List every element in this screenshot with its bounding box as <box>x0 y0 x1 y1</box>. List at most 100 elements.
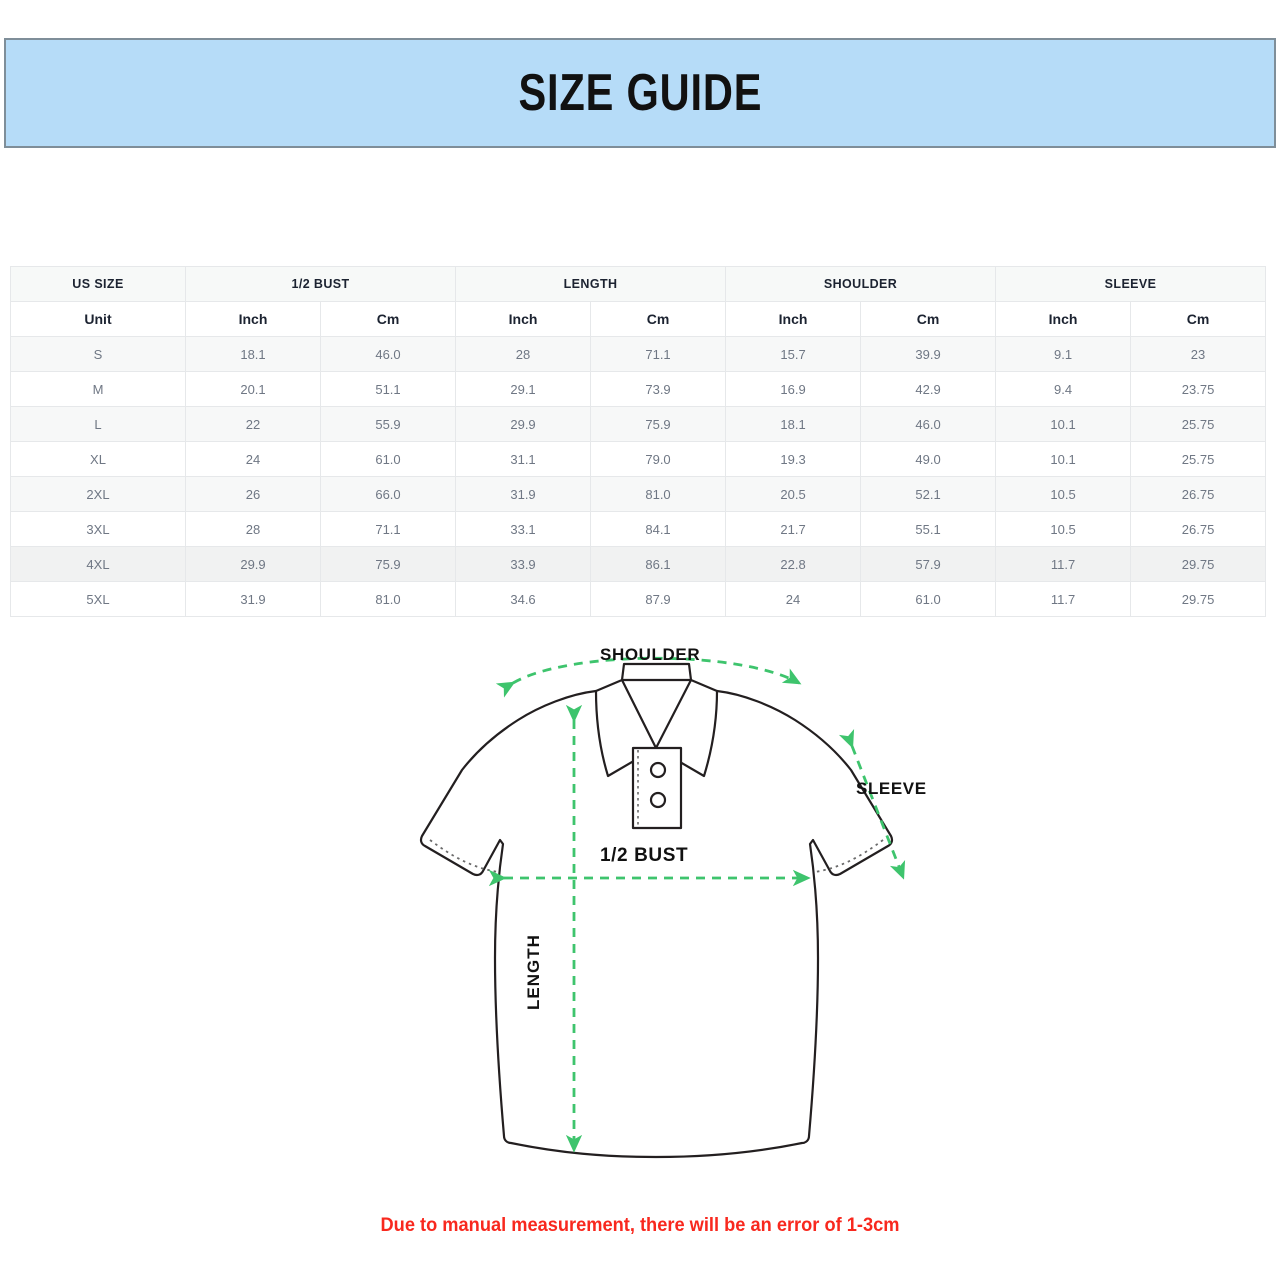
column-group-bust: 1/2 BUST <box>184 266 457 302</box>
cell-size: M <box>10 371 186 407</box>
cell-bust-cm: 46.0 <box>319 336 457 372</box>
size-table-container: US SIZE 1/2 BUST LENGTH SHOULDER SLEEVE … <box>10 266 1267 617</box>
cell-sleeve-inch: 9.4 <box>995 371 1132 407</box>
table-row: L 22 55.9 29.9 75.9 18.1 46.0 10.1 25.75 <box>10 406 1267 442</box>
cell-bust-cm: 81.0 <box>319 581 457 617</box>
polo-shirt-diagram <box>400 628 920 1208</box>
cell-bust-cm: 71.1 <box>319 511 457 547</box>
cell-length-cm: 86.1 <box>590 546 727 582</box>
table-body: S 18.1 46.0 28 71.1 15.7 39.9 9.1 23 M 20.1 51.1 29.… <box>10 336 1267 617</box>
unit-label: Unit <box>10 301 186 337</box>
unit-length-cm: Cm <box>590 301 727 337</box>
cell-bust-inch: 28 <box>185 511 321 547</box>
cell-sleeve-cm: 26.75 <box>1130 511 1267 547</box>
table-row: S 18.1 46.0 28 71.1 15.7 39.9 9.1 23 <box>10 336 1267 372</box>
cell-size: XL <box>10 441 186 477</box>
table-group-header-row: US SIZE 1/2 BUST LENGTH SHOULDER SLEEVE <box>10 266 1267 302</box>
unit-sleeve-cm: Cm <box>1130 301 1267 337</box>
cell-length-inch: 29.1 <box>455 371 592 407</box>
unit-sleeve-inch: Inch <box>995 301 1132 337</box>
cell-sleeve-cm: 25.75 <box>1130 441 1267 477</box>
cell-sleeve-cm: 29.75 <box>1130 546 1267 582</box>
cell-size: 2XL <box>10 476 186 512</box>
diagram-label-length: LENGTH <box>524 934 543 1010</box>
cell-bust-cm: 61.0 <box>319 441 457 477</box>
cell-sleeve-inch: 10.5 <box>995 511 1132 547</box>
cell-bust-inch: 22 <box>185 406 321 442</box>
cell-bust-inch: 18.1 <box>185 336 321 372</box>
cell-bust-cm: 75.9 <box>319 546 457 582</box>
cell-length-cm: 84.1 <box>590 511 727 547</box>
table-row: M 20.1 51.1 29.1 73.9 16.9 42.9 9.4 23.75 <box>10 371 1267 407</box>
cell-shoulder-cm: 42.9 <box>860 371 997 407</box>
column-group-shoulder: SHOULDER <box>725 266 997 302</box>
cell-length-inch: 28 <box>455 336 592 372</box>
cell-sleeve-cm: 26.75 <box>1130 476 1267 512</box>
cell-sleeve-cm: 29.75 <box>1130 581 1267 617</box>
unit-bust-cm: Cm <box>319 301 457 337</box>
cell-bust-inch: 24 <box>185 441 321 477</box>
cell-length-inch: 33.9 <box>455 546 592 582</box>
column-group-us-size: US SIZE <box>10 266 186 302</box>
cell-length-inch: 34.6 <box>455 581 592 617</box>
table-row: XL 24 61.0 31.1 79.0 19.3 49.0 10.1 25.75 <box>10 441 1267 477</box>
cell-length-cm: 79.0 <box>590 441 727 477</box>
cell-bust-cm: 51.1 <box>319 371 457 407</box>
cell-size: S <box>10 336 186 372</box>
cell-length-cm: 87.9 <box>590 581 727 617</box>
cell-size: L <box>10 406 186 442</box>
cell-sleeve-inch: 10.1 <box>995 406 1132 442</box>
cell-sleeve-inch: 10.5 <box>995 476 1132 512</box>
page-title: SIZE GUIDE <box>518 64 762 122</box>
cell-shoulder-inch: 21.7 <box>725 511 862 547</box>
cell-size: 4XL <box>10 546 186 582</box>
cell-bust-inch: 26 <box>185 476 321 512</box>
cell-sleeve-cm: 23 <box>1130 336 1267 372</box>
cell-shoulder-inch: 16.9 <box>725 371 862 407</box>
cell-shoulder-cm: 52.1 <box>860 476 997 512</box>
cell-shoulder-cm: 46.0 <box>860 406 997 442</box>
cell-shoulder-cm: 39.9 <box>860 336 997 372</box>
cell-length-inch: 31.1 <box>455 441 592 477</box>
table-row: 4XL 29.9 75.9 33.9 86.1 22.8 57.9 11.7 29.75 <box>10 546 1267 582</box>
measurement-disclaimer: Due to manual measurement, there will be… <box>380 1215 900 1236</box>
cell-sleeve-inch: 9.1 <box>995 336 1132 372</box>
table-head: US SIZE 1/2 BUST LENGTH SHOULDER SLEEVE … <box>10 266 1267 337</box>
unit-shoulder-inch: Inch <box>725 301 862 337</box>
cell-sleeve-cm: 23.75 <box>1130 371 1267 407</box>
cell-shoulder-inch: 22.8 <box>725 546 862 582</box>
cell-shoulder-cm: 49.0 <box>860 441 997 477</box>
cell-bust-cm: 55.9 <box>319 406 457 442</box>
cell-shoulder-inch: 15.7 <box>725 336 862 372</box>
cell-length-cm: 75.9 <box>590 406 727 442</box>
diagram-label-shoulder: SHOULDER <box>600 645 701 664</box>
diagram-label-sleeve: SLEEVE <box>856 779 927 798</box>
cell-length-inch: 33.1 <box>455 511 592 547</box>
table-unit-header-row: Unit Inch Cm Inch Cm Inch Cm Inch Cm <box>10 301 1267 337</box>
cell-sleeve-inch: 11.7 <box>995 581 1132 617</box>
cell-shoulder-inch: 19.3 <box>725 441 862 477</box>
cell-length-inch: 31.9 <box>455 476 592 512</box>
cell-size: 3XL <box>10 511 186 547</box>
cell-shoulder-inch: 18.1 <box>725 406 862 442</box>
unit-shoulder-cm: Cm <box>860 301 997 337</box>
column-group-sleeve: SLEEVE <box>995 266 1267 302</box>
cell-shoulder-cm: 57.9 <box>860 546 997 582</box>
size-chart-table: US SIZE 1/2 BUST LENGTH SHOULDER SLEEVE … <box>10 266 1267 617</box>
cell-bust-inch: 20.1 <box>185 371 321 407</box>
cell-bust-inch: 29.9 <box>185 546 321 582</box>
cell-sleeve-inch: 10.1 <box>995 441 1132 477</box>
cell-length-inch: 29.9 <box>455 406 592 442</box>
cell-bust-cm: 66.0 <box>319 476 457 512</box>
table-row: 2XL 26 66.0 31.9 81.0 20.5 52.1 10.5 26.75 <box>10 476 1267 512</box>
cell-sleeve-cm: 25.75 <box>1130 406 1267 442</box>
cell-length-cm: 73.9 <box>590 371 727 407</box>
cell-shoulder-inch: 20.5 <box>725 476 862 512</box>
cell-size: 5XL <box>10 581 186 617</box>
cell-length-cm: 71.1 <box>590 336 727 372</box>
unit-length-inch: Inch <box>455 301 592 337</box>
cell-sleeve-inch: 11.7 <box>995 546 1132 582</box>
column-group-length: LENGTH <box>455 266 727 302</box>
cell-length-cm: 81.0 <box>590 476 727 512</box>
unit-bust-inch: Inch <box>185 301 321 337</box>
